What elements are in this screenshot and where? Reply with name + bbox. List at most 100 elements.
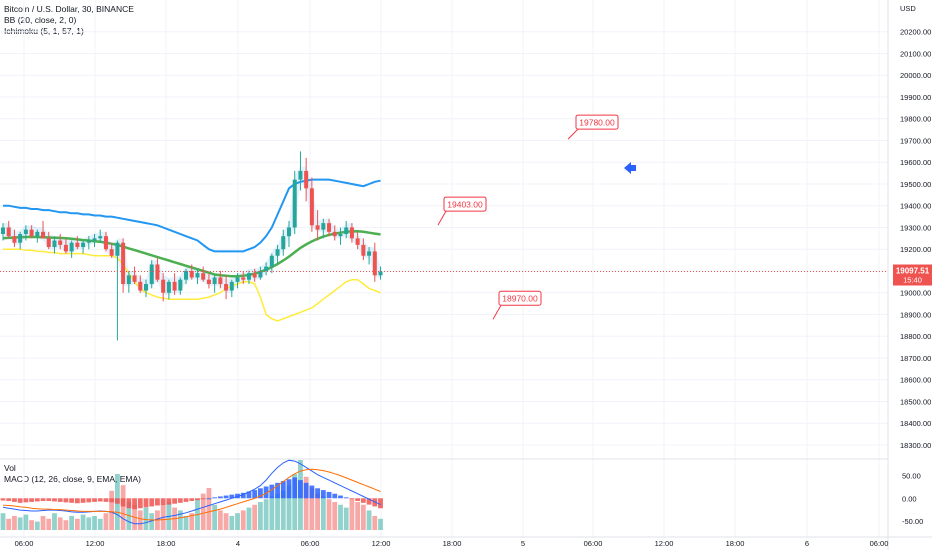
macd-tick-label: -50.00 bbox=[902, 517, 923, 526]
volume-bar bbox=[309, 488, 315, 530]
volume-bar bbox=[206, 488, 212, 530]
price-tick-label: 19300.00 bbox=[900, 223, 931, 232]
candle-body bbox=[201, 273, 206, 280]
bb-indicator-label[interactable]: BB (20, close, 2, 0) bbox=[4, 15, 77, 25]
volume-bar bbox=[269, 496, 275, 530]
candle-body bbox=[206, 279, 211, 285]
macd-histogram-bar bbox=[355, 498, 361, 501]
candle-body bbox=[69, 242, 74, 252]
time-tick-label: 5 bbox=[521, 539, 525, 548]
volume-bar bbox=[286, 485, 292, 530]
price-tick-label: 19900.00 bbox=[900, 93, 931, 102]
symbol-title[interactable]: Bitcoin / U.S. Dollar, 30, BINANCE bbox=[4, 4, 134, 14]
ichimoku-indicator-label[interactable]: Ichimoku (5, 1, 57, 1) bbox=[4, 26, 84, 36]
volume-indicator-label[interactable]: Vol bbox=[4, 463, 16, 473]
candle-body bbox=[224, 284, 229, 291]
macd-histogram-bar bbox=[315, 488, 320, 499]
volume-bar bbox=[280, 490, 286, 530]
candle-body bbox=[361, 244, 366, 256]
volume-bar bbox=[200, 493, 206, 530]
macd-histogram-bar bbox=[360, 498, 366, 503]
candle-body bbox=[103, 236, 108, 250]
candle-body bbox=[349, 227, 354, 239]
volume-bar bbox=[326, 499, 332, 530]
annotation-box bbox=[498, 290, 542, 306]
volume-bar bbox=[292, 474, 298, 530]
volume-bar bbox=[258, 502, 263, 530]
candlestick-series[interactable] bbox=[1, 151, 383, 341]
volume-bar bbox=[74, 518, 80, 530]
macd-histogram-bar bbox=[303, 482, 309, 499]
macd-histogram-bar bbox=[172, 498, 177, 504]
candle-body bbox=[121, 242, 126, 285]
volume-bar bbox=[109, 490, 115, 530]
volume-bar bbox=[57, 517, 63, 530]
volume-bar bbox=[355, 502, 361, 530]
macd-histogram-bar bbox=[292, 477, 298, 499]
time-tick-label: 12:00 bbox=[86, 539, 105, 548]
volume-bar bbox=[246, 507, 252, 530]
macd-histogram-bar bbox=[195, 498, 200, 501]
volume-bar bbox=[240, 510, 246, 530]
time-tick-label: 18:00 bbox=[443, 539, 462, 548]
candle-body bbox=[246, 273, 251, 280]
time-tick-label: 4 bbox=[236, 539, 240, 548]
volume-bar bbox=[217, 510, 223, 530]
macd-histogram-bar bbox=[326, 491, 332, 499]
macd-histogram-bar bbox=[92, 498, 97, 502]
macd-histogram-bar bbox=[115, 498, 120, 504]
candle-body bbox=[155, 264, 160, 280]
macd-histogram-bar bbox=[57, 498, 63, 502]
ichimoku-lagging-line bbox=[3, 248, 381, 322]
price-annotations[interactable]: 19780.00 19403.00 18970.00 bbox=[437, 114, 619, 320]
price-tick-label: 18400.00 bbox=[900, 419, 931, 428]
volume-bar bbox=[149, 513, 155, 530]
macd-histogram-bar bbox=[258, 488, 263, 499]
volume-bar bbox=[80, 514, 86, 530]
candle-body bbox=[195, 273, 200, 278]
price-tick-label: 18700.00 bbox=[900, 354, 931, 363]
macd-histogram-bar bbox=[126, 498, 132, 509]
candle-body bbox=[18, 234, 23, 243]
candle-body bbox=[372, 251, 377, 276]
macd-histogram-bar bbox=[280, 481, 286, 499]
volume-bar bbox=[12, 516, 17, 530]
macd-histogram-bar bbox=[120, 498, 126, 507]
price-axis[interactable]: USD 18300.00 18400.00 18500.00 18600.00 18700… bbox=[893, 4, 932, 526]
candle-body bbox=[58, 240, 63, 245]
volume-bar bbox=[6, 518, 12, 530]
macd-histogram-bar bbox=[160, 498, 166, 506]
candle-body bbox=[212, 277, 217, 285]
macd-histogram-bar bbox=[63, 498, 69, 503]
volume-bar bbox=[189, 513, 195, 530]
candle-body bbox=[81, 242, 86, 248]
macd-indicator-label[interactable]: MACD (12, 26, close, 9, EMA, EMA) bbox=[4, 474, 141, 484]
macd-histogram-bar bbox=[97, 498, 103, 502]
volume-bar bbox=[320, 496, 326, 530]
volume-bar bbox=[372, 516, 378, 530]
time-axis[interactable]: 06:00 12:00 18:00 4 06:00 12:00 18:00 5 06:00 12:… bbox=[0, 536, 932, 548]
macd-histogram-bar bbox=[86, 498, 92, 503]
candle-body bbox=[46, 238, 51, 248]
macd-histogram-bar bbox=[223, 495, 229, 499]
volume-bar bbox=[212, 504, 218, 530]
price-tick-label: 18500.00 bbox=[900, 397, 931, 406]
candle-body bbox=[292, 179, 297, 228]
arrow-left-marker[interactable] bbox=[624, 162, 636, 174]
candle-body bbox=[172, 281, 177, 291]
candle-body bbox=[92, 238, 97, 241]
candle-body bbox=[161, 279, 166, 293]
macd-pane bbox=[0, 459, 383, 525]
candle-body bbox=[41, 231, 46, 239]
volume-bar bbox=[349, 499, 355, 530]
candle-body bbox=[218, 277, 223, 285]
candle-body bbox=[52, 240, 57, 248]
price-tick-label: 18900.00 bbox=[900, 310, 931, 319]
candle-body bbox=[321, 223, 326, 230]
macd-histogram-bar bbox=[34, 498, 40, 502]
current-price-badge bbox=[893, 264, 932, 286]
candle-body bbox=[86, 240, 91, 243]
time-tick-label: 18:00 bbox=[157, 539, 176, 548]
macd-histogram-bar bbox=[6, 498, 12, 501]
